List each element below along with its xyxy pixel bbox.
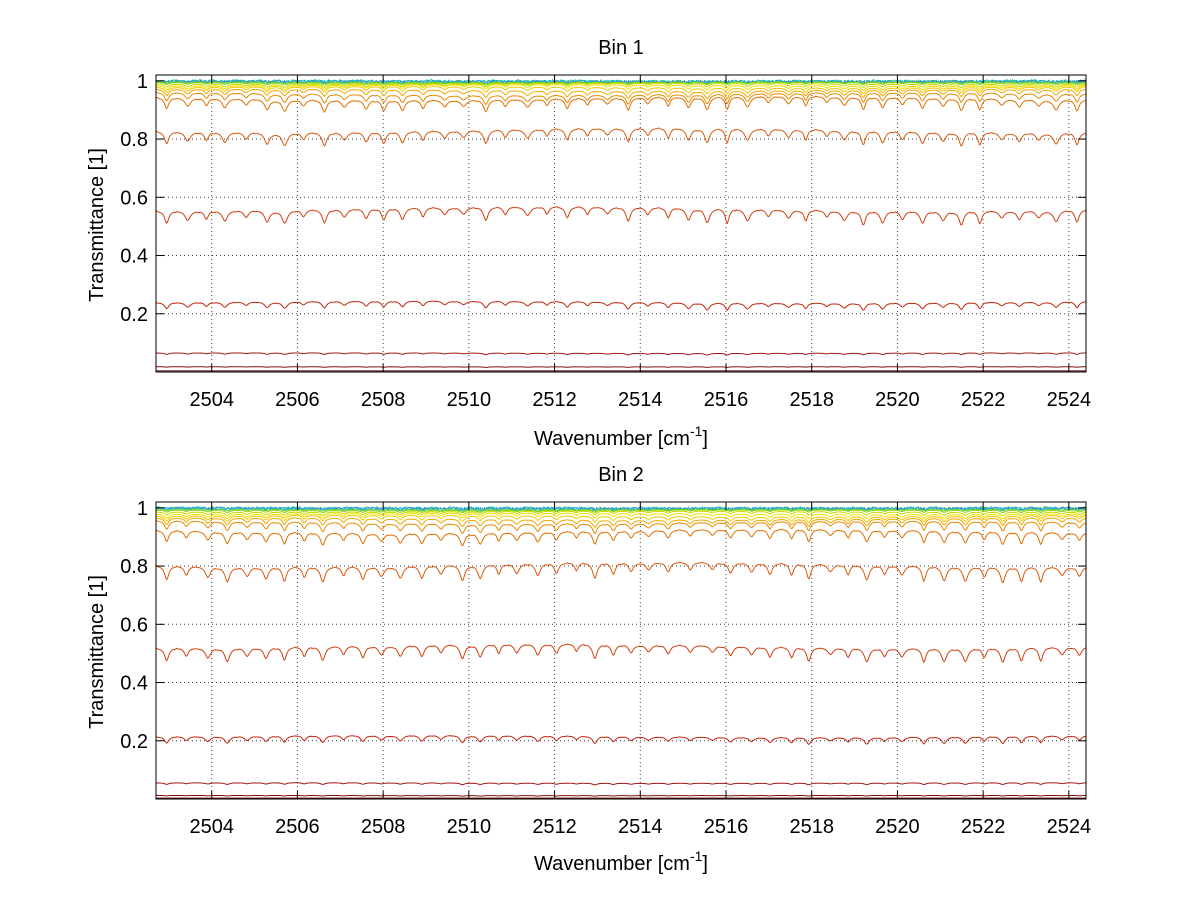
- series-line: [156, 794, 1087, 797]
- series-line: [155, 520, 1087, 534]
- series-line: [155, 782, 1087, 786]
- series-line: [156, 81, 1087, 86]
- y-tick-label: 0.6: [120, 187, 148, 209]
- x-tick-label: 2508: [361, 389, 406, 411]
- y-tick-label: 0.6: [120, 614, 148, 636]
- series-line: [155, 88, 1087, 100]
- y-tick-label: 0.8: [120, 556, 148, 578]
- plot-frame: [155, 501, 1087, 800]
- x-axis-ticks: 2504 2506 2508 2510 2512 2514 2516 2518 2520 2522…: [189, 502, 1091, 838]
- x-tick-label: 2524: [1047, 816, 1092, 838]
- x-axis-ticks: 2504 2506 2508 2510 2512 2514 2516 2518 2520 2522…: [189, 75, 1091, 411]
- x-axis-label: Wavenumber [cm-1]: [534, 848, 708, 875]
- x-tick-label: 2506: [275, 389, 320, 411]
- x-axis-label-exponent: -1: [690, 423, 703, 439]
- chart-panel-bin-1: Bin 1 2504 2506 2508 2510 2512 2514 2516 2518 25…: [86, 37, 1091, 450]
- series-line: [156, 84, 1087, 91]
- series-line: [156, 508, 1087, 512]
- y-tick-label: 0.8: [120, 129, 148, 151]
- x-tick-label: 2514: [618, 389, 663, 411]
- x-tick-label: 2516: [704, 389, 749, 411]
- series-line: [156, 206, 1087, 226]
- chart-title: Bin 2: [598, 464, 644, 486]
- x-tick-label: 2520: [875, 389, 920, 411]
- x-tick-label: 2522: [961, 389, 1006, 411]
- series-line: [155, 79, 1087, 85]
- y-axis-ticks: 0.2 0.4 0.6 0.8 1: [120, 498, 1086, 753]
- x-tick-label: 2514: [618, 816, 663, 838]
- y-tick-label: 0.2: [120, 304, 148, 326]
- series-line: [156, 300, 1087, 311]
- y-tick-label: 0.4: [120, 673, 148, 695]
- series-line: [155, 561, 1087, 584]
- series-line: [156, 512, 1087, 520]
- x-tick-label: 2524: [1047, 389, 1092, 411]
- x-axis-label-exponent: -1: [690, 848, 703, 864]
- y-axis-label: Transmittance [1]: [86, 575, 108, 729]
- series-group: [155, 78, 1087, 372]
- x-tick-label: 2510: [447, 389, 492, 411]
- chart-panel-bin-2: Bin 2 2504 2506 2508 2510 2512 2514 2516 2518 25…: [86, 464, 1091, 875]
- x-tick-label: 2518: [789, 816, 834, 838]
- x-tick-label: 2506: [275, 816, 320, 838]
- series-line: [156, 91, 1087, 106]
- series-line: [155, 509, 1087, 514]
- series-line: [156, 735, 1087, 746]
- x-tick-label: 2504: [189, 816, 234, 838]
- plot-area: [155, 501, 1087, 800]
- x-tick-label: 2512: [532, 389, 577, 411]
- x-axis-label: Wavenumber [cm-1]: [534, 423, 708, 450]
- plot-area: [155, 74, 1087, 373]
- y-tick-label: 1: [137, 498, 148, 520]
- series-line: [156, 352, 1087, 356]
- x-tick-label: 2504: [189, 389, 234, 411]
- y-tick-label: 0.2: [120, 731, 148, 753]
- y-axis-label: Transmittance [1]: [86, 148, 108, 302]
- series-line: [156, 82, 1087, 89]
- x-tick-label: 2508: [361, 816, 406, 838]
- plot-frame: [155, 74, 1087, 373]
- series-line: [156, 510, 1087, 517]
- x-tick-label: 2512: [532, 816, 577, 838]
- series-group: [155, 505, 1087, 799]
- x-tick-label: 2518: [789, 389, 834, 411]
- series-line: [155, 517, 1087, 528]
- series-line: [156, 643, 1087, 664]
- y-tick-label: 1: [137, 71, 148, 93]
- x-tick-label: 2522: [961, 816, 1006, 838]
- y-tick-label: 0.4: [120, 246, 148, 268]
- x-tick-label: 2520: [875, 816, 920, 838]
- y-axis-ticks: 0.2 0.4 0.6 0.8 1: [120, 71, 1086, 326]
- x-tick-label: 2510: [447, 816, 492, 838]
- series-line: [156, 85, 1087, 95]
- series-line: [155, 127, 1087, 147]
- chart-title: Bin 1: [598, 37, 644, 59]
- series-line: [155, 514, 1087, 523]
- x-tick-label: 2516: [704, 816, 749, 838]
- series-line: [156, 366, 1087, 368]
- series-line: [155, 95, 1087, 114]
- series-line: [155, 528, 1087, 547]
